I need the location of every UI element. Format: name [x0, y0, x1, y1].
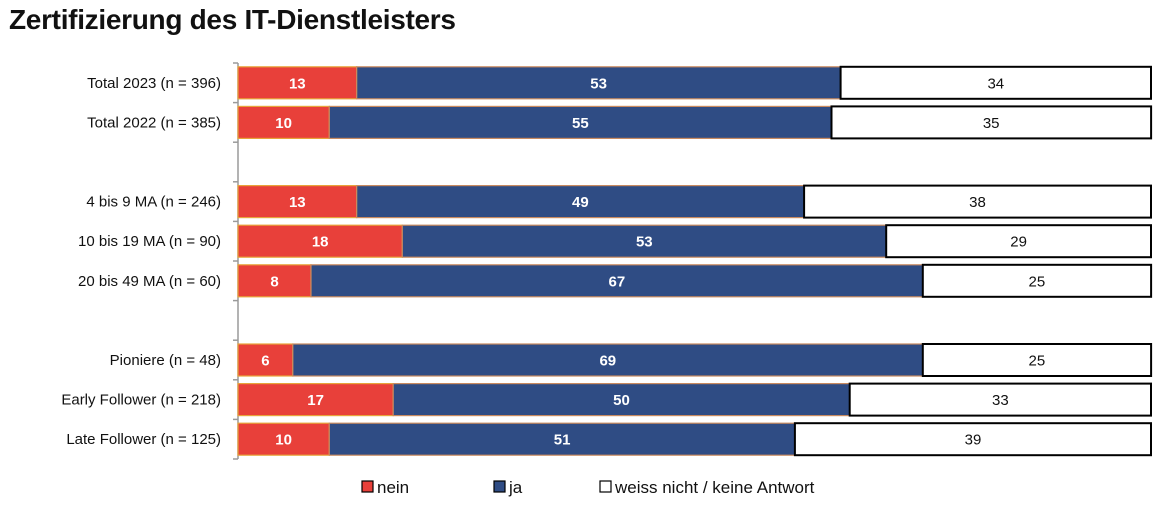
bar-segment-nein [237, 185, 358, 219]
data-label: 50 [613, 392, 630, 409]
data-label: 17 [307, 392, 324, 409]
bar-segment-nein [237, 105, 330, 140]
bar-segment-weiss [830, 105, 1153, 140]
data-label: 13 [289, 194, 306, 211]
data-label: 51 [554, 432, 571, 449]
bar-segment-ja [328, 422, 796, 456]
bar-segment-weiss [793, 422, 1153, 457]
data-label: 39 [965, 432, 982, 449]
bar-segment-ja [401, 224, 887, 258]
legend-label: ja [508, 478, 523, 497]
category-label: Early Follower (n = 218) [61, 392, 221, 409]
data-label: 53 [636, 234, 653, 251]
legend-swatch-weiss [599, 480, 612, 493]
legend-swatch-nein [361, 480, 374, 493]
bar-segment-nein [237, 383, 394, 417]
bar-segment-weiss [839, 65, 1152, 100]
bar-segment-weiss [885, 224, 1152, 259]
data-label: 33 [992, 392, 1009, 409]
data-label: 35 [983, 115, 1000, 132]
data-label: 25 [1029, 273, 1046, 290]
bar-segment-ja [328, 105, 833, 140]
bar-segment-ja [356, 185, 805, 219]
data-label: 25 [1029, 353, 1046, 370]
category-label: Total 2023 (n = 396) [87, 75, 221, 92]
bar-segment-weiss [921, 263, 1153, 298]
data-label: 8 [270, 273, 278, 290]
data-label: 55 [572, 115, 589, 132]
data-label: 34 [987, 75, 1004, 92]
data-label: 10 [275, 115, 292, 132]
bar-segment-nein [237, 66, 358, 100]
chart-title: Zertifizierung des IT-Dienstleisters [9, 4, 456, 35]
data-label: 53 [590, 75, 607, 92]
bar-segment-ja [392, 383, 851, 417]
data-label: 69 [599, 353, 616, 370]
legend-label: weiss nicht / keine Antwort [614, 478, 815, 497]
bar-segment-nein [237, 264, 312, 298]
legend-label: nein [377, 478, 409, 497]
legend-swatch-ja [493, 480, 506, 493]
category-label: Pioniere (n = 48) [110, 352, 221, 369]
bar-segment-ja [292, 343, 924, 377]
category-label: 4 bis 9 MA (n = 246) [86, 194, 221, 211]
category-label: Late Follower (n = 125) [66, 431, 221, 448]
category-label: 20 bis 49 MA (n = 60) [78, 273, 221, 290]
data-label: 67 [609, 273, 626, 290]
data-label: 10 [275, 432, 292, 449]
data-label: 38 [969, 194, 986, 211]
data-label: 18 [312, 234, 329, 251]
bar-segment-weiss [921, 343, 1153, 377]
data-label: 29 [1010, 234, 1027, 251]
category-label: Total 2022 (n = 385) [87, 114, 221, 131]
bar-segment-weiss [803, 184, 1152, 219]
data-label: 6 [261, 353, 269, 370]
bar-segment-ja [310, 264, 924, 298]
data-label: 49 [572, 194, 589, 211]
bar-segment-weiss [848, 382, 1152, 417]
category-label: 10 bis 19 MA (n = 90) [78, 233, 221, 250]
data-label: 13 [289, 75, 306, 92]
